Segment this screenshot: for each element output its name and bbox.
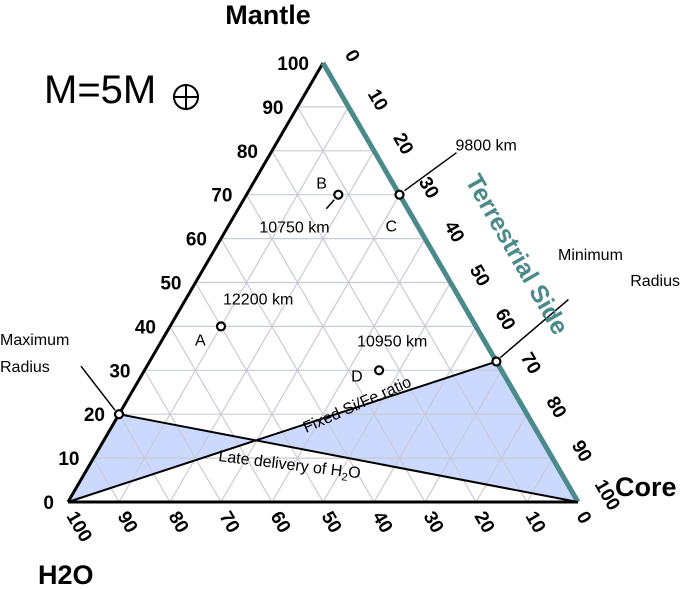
grid-line — [424, 369, 503, 503]
point-b-radius: 10750 km — [259, 220, 329, 237]
minimum-radius-line-2: Radius — [630, 273, 680, 290]
grid-line — [296, 106, 528, 503]
right-tick-label: 30 — [414, 174, 443, 203]
fixed-si-fe-line — [67, 360, 497, 503]
right-tick-label: 90 — [567, 437, 596, 466]
right-tick-label: 50 — [465, 261, 494, 290]
right-tick-label: 10 — [363, 86, 392, 115]
left-tick-label: 60 — [186, 230, 207, 251]
point-c-marker — [394, 189, 405, 200]
left-tick-label: 20 — [84, 405, 105, 426]
maximum-radius-marker — [113, 409, 125, 420]
left-tick-label: 50 — [160, 274, 181, 295]
earth-symbol-icon — [173, 84, 199, 110]
bottom-tick-label: 90 — [113, 508, 142, 537]
grid-line — [245, 194, 426, 503]
point-d-marker — [374, 365, 385, 376]
left-tick-label: 80 — [237, 142, 258, 163]
left-tick-label: 100 — [277, 54, 309, 75]
point-b-marker — [333, 189, 344, 200]
bottom-tick-label: 40 — [368, 508, 397, 537]
minimum-radius-annotation: Minimum Radius — [558, 247, 680, 290]
grid-line — [194, 282, 324, 503]
point-d-radius: 10950 km — [357, 333, 427, 350]
point-a-label: A — [195, 332, 206, 349]
point-c-radius: 9800 km — [456, 138, 517, 155]
bottom-tick-label: 30 — [419, 508, 448, 537]
maximum-radius-line-2: Radius — [0, 359, 50, 376]
bottom-tick-label: 80 — [164, 508, 193, 537]
vertex-h2o: H2O — [38, 560, 94, 589]
bottom-tick-label: 0 — [572, 508, 595, 528]
left-side-ticks: 0 10 20 30 40 50 60 70 80 90 100 — [43, 54, 309, 514]
left-tick-label: 10 — [58, 449, 79, 470]
point-b-label: B — [316, 176, 327, 193]
grid-line — [322, 282, 452, 503]
right-tick-label: 40 — [439, 217, 468, 246]
leader-line — [499, 298, 569, 359]
left-tick-label: 90 — [262, 98, 283, 119]
grid-line — [220, 194, 401, 503]
grid-line — [169, 326, 273, 503]
terrestrial-side-edge — [320, 61, 581, 504]
left-tick-label: 0 — [43, 493, 54, 514]
right-tick-label: 80 — [541, 393, 570, 422]
grid-line — [118, 413, 171, 503]
vertex-core: Core — [615, 472, 677, 502]
point-a-marker — [215, 321, 227, 332]
grid-line — [92, 457, 120, 503]
bottom-tick-label: 70 — [215, 508, 244, 537]
right-tick-label: 0 — [340, 46, 363, 66]
point-c-label: C — [386, 219, 398, 236]
left-tick-label: 40 — [135, 317, 156, 338]
late-delivery-line — [118, 413, 579, 503]
bottom-tick-label: 10 — [521, 508, 550, 537]
bottom-tick-label: 50 — [317, 508, 346, 537]
right-tick-label: 20 — [388, 130, 417, 159]
vertex-mantle: Mantle — [225, 0, 311, 30]
left-tick-label: 30 — [109, 361, 130, 382]
grid-line — [373, 326, 477, 503]
leader-line — [325, 199, 335, 210]
terrestrial-side-label: Terrestrial Side — [460, 170, 574, 340]
bottom-tick-label: 60 — [266, 508, 295, 537]
data-points: A 12200 km B 10750 km C 9800 km D 10950 km — [80, 138, 569, 420]
grid-line — [143, 369, 222, 503]
shaded-region — [68, 361, 578, 502]
right-tick-label: 70 — [516, 349, 545, 378]
bottom-ticks: 100 90 80 70 60 50 40 30 20 10 0 — [62, 508, 595, 546]
grid-line — [118, 106, 350, 503]
grid-line — [526, 457, 554, 503]
right-tick-label: 60 — [490, 305, 519, 334]
maximum-radius-line-1: Maximum — [0, 332, 69, 349]
maximum-radius-annotation: Maximum Radius — [0, 332, 69, 376]
minimum-radius-line-1: Minimum — [558, 247, 623, 264]
bottom-tick-label: 100 — [62, 508, 96, 546]
grid-line — [475, 413, 528, 503]
h2o-mantle-edge — [66, 62, 325, 503]
point-d-label: D — [351, 368, 363, 385]
minimum-radius-marker — [491, 356, 502, 367]
point-a-radius: 12200 km — [223, 291, 293, 308]
bottom-tick-label: 20 — [470, 508, 499, 537]
mass-label: M=5M — [44, 68, 156, 112]
leader-line — [80, 365, 116, 411]
leader-line — [404, 152, 457, 192]
left-tick-label: 70 — [211, 186, 232, 207]
